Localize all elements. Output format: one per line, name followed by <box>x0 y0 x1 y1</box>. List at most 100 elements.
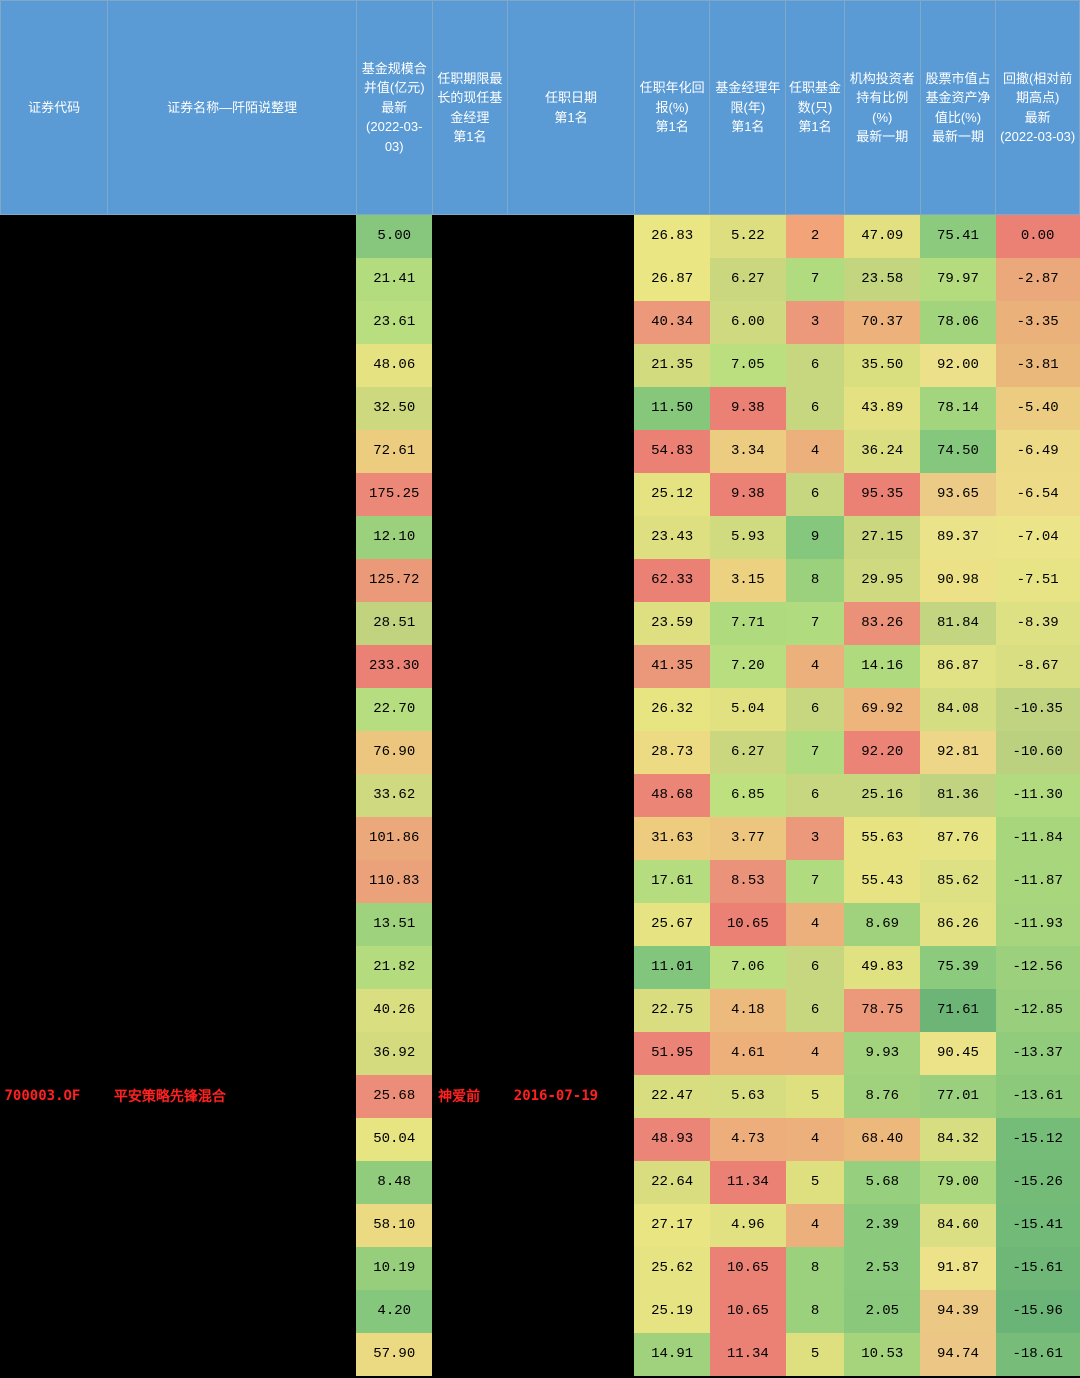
table-row: 57.9014.9111.34510.5394.74-18.61 <box>1 1333 1080 1376</box>
cell: 26.87 <box>634 258 710 301</box>
cell: 86.87 <box>920 645 996 688</box>
cell <box>508 1161 635 1204</box>
cell: 2.53 <box>844 1247 920 1290</box>
cell: -10.35 <box>996 688 1080 731</box>
cell: 6.85 <box>710 774 786 817</box>
cell: 5 <box>786 1075 845 1118</box>
cell: -3.35 <box>996 301 1080 344</box>
cell <box>508 215 635 258</box>
cell: 4 <box>786 430 845 473</box>
cell <box>1 301 108 344</box>
cell <box>1 989 108 1032</box>
table-row: 700003.OF平安策略先锋混合25.68神爱前2016-07-1922.47… <box>1 1075 1080 1118</box>
col-header-9: 股票市值占基金资产净值比(%)最新一期 <box>920 1 996 215</box>
cell <box>432 774 508 817</box>
cell: 11.34 <box>710 1333 786 1376</box>
table-row: 125.7262.333.15829.9590.98-7.51 <box>1 559 1080 602</box>
cell: 175.25 <box>356 473 432 516</box>
cell <box>1 473 108 516</box>
cell <box>108 731 357 774</box>
cell <box>108 1118 357 1161</box>
cell: -18.61 <box>996 1333 1080 1376</box>
cell <box>432 215 508 258</box>
cell: 3.15 <box>710 559 786 602</box>
table-row: 72.6154.833.34436.2474.50-6.49 <box>1 430 1080 473</box>
cell: 40.26 <box>356 989 432 1032</box>
cell: 6 <box>786 473 845 516</box>
cell: 90.98 <box>920 559 996 602</box>
cell: 28.73 <box>634 731 710 774</box>
cell: -3.81 <box>996 344 1080 387</box>
cell: 3 <box>786 817 845 860</box>
cell: 4.96 <box>710 1204 786 1247</box>
cell: 25.62 <box>634 1247 710 1290</box>
col-header-1: 证券名称—阡陌说整理 <box>108 1 357 215</box>
cell: 41.35 <box>634 645 710 688</box>
cell: 3 <box>786 301 845 344</box>
cell: 4 <box>786 1032 845 1075</box>
cell: 4.20 <box>356 1290 432 1333</box>
cell: -5.40 <box>996 387 1080 430</box>
cell: 平安策略先锋混合 <box>108 1075 357 1118</box>
cell <box>108 430 357 473</box>
cell <box>1 602 108 645</box>
cell: 6 <box>786 387 845 430</box>
cell: 87.76 <box>920 817 996 860</box>
cell: 11.50 <box>634 387 710 430</box>
cell: 22.75 <box>634 989 710 1032</box>
cell: -11.84 <box>996 817 1080 860</box>
cell <box>508 946 635 989</box>
cell: 47.09 <box>844 215 920 258</box>
cell: 9 <box>786 516 845 559</box>
cell: 4 <box>786 645 845 688</box>
cell: 72.61 <box>356 430 432 473</box>
cell: -12.85 <box>996 989 1080 1032</box>
cell <box>508 731 635 774</box>
cell <box>108 602 357 645</box>
cell: 7 <box>786 602 845 645</box>
cell: 9.38 <box>710 473 786 516</box>
cell: -15.61 <box>996 1247 1080 1290</box>
cell: 85.62 <box>920 860 996 903</box>
cell <box>1 258 108 301</box>
cell <box>508 430 635 473</box>
cell <box>1 1290 108 1333</box>
cell: -11.30 <box>996 774 1080 817</box>
cell: 6 <box>786 989 845 1032</box>
cell: 31.63 <box>634 817 710 860</box>
cell: 21.41 <box>356 258 432 301</box>
cell: 81.36 <box>920 774 996 817</box>
cell: 10.65 <box>710 903 786 946</box>
cell: 0.00 <box>996 215 1080 258</box>
col-header-5: 任职年化回报(%)第1名 <box>634 1 710 215</box>
table-row: 50.0448.934.73468.4084.32-15.12 <box>1 1118 1080 1161</box>
cell <box>508 516 635 559</box>
cell: 9.93 <box>844 1032 920 1075</box>
cell <box>508 344 635 387</box>
cell: 79.97 <box>920 258 996 301</box>
cell: 2.05 <box>844 1290 920 1333</box>
cell: -2.87 <box>996 258 1080 301</box>
cell: 233.30 <box>356 645 432 688</box>
col-header-10: 回撤(相对前期高点)最新(2022-03-03) <box>996 1 1080 215</box>
cell: 92.81 <box>920 731 996 774</box>
cell: 125.72 <box>356 559 432 602</box>
cell: -11.87 <box>996 860 1080 903</box>
col-header-0: 证券代码 <box>1 1 108 215</box>
cell <box>508 860 635 903</box>
cell: 5.63 <box>710 1075 786 1118</box>
cell <box>1 1333 108 1376</box>
cell: 94.39 <box>920 1290 996 1333</box>
cell: 40.34 <box>634 301 710 344</box>
cell: 6 <box>786 344 845 387</box>
cell: 12.10 <box>356 516 432 559</box>
table-row: 5.0026.835.22247.0975.410.00 <box>1 215 1080 258</box>
cell <box>508 473 635 516</box>
cell: 14.91 <box>634 1333 710 1376</box>
cell: 94.74 <box>920 1333 996 1376</box>
cell <box>508 989 635 1032</box>
cell <box>432 1290 508 1333</box>
cell <box>108 559 357 602</box>
cell: 79.00 <box>920 1161 996 1204</box>
cell: 23.58 <box>844 258 920 301</box>
